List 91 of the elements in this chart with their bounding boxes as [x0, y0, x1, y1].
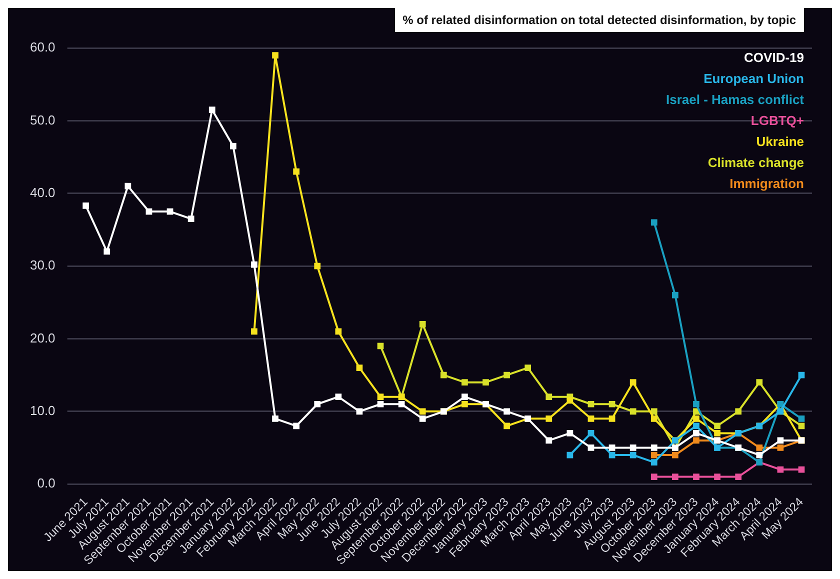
- point: [314, 262, 321, 270]
- y-tick-label: 40.0: [30, 184, 56, 200]
- point: [588, 400, 594, 408]
- point: [272, 415, 278, 422]
- point: [504, 422, 510, 430]
- point: [714, 474, 720, 480]
- point: [693, 422, 700, 430]
- point: [251, 261, 258, 268]
- point: [335, 328, 342, 335]
- point: [314, 400, 321, 408]
- point: [608, 400, 616, 408]
- point: [293, 168, 300, 175]
- point: [777, 466, 784, 473]
- point: [650, 444, 658, 451]
- point: [777, 437, 784, 444]
- point: [693, 415, 700, 422]
- point: [650, 415, 658, 422]
- point: [756, 452, 763, 458]
- point: [650, 459, 658, 466]
- point: [356, 408, 363, 415]
- point: [608, 415, 616, 422]
- text: Ukraine: [755, 134, 804, 149]
- point: [356, 364, 363, 371]
- point: [462, 394, 468, 400]
- point: [672, 474, 678, 480]
- point: [714, 422, 720, 430]
- point: [714, 430, 720, 436]
- point: [672, 292, 678, 298]
- point: [630, 408, 636, 415]
- point: [650, 474, 658, 480]
- point: [419, 415, 426, 422]
- y-tick-label: 30.0: [30, 258, 56, 273]
- point: [588, 415, 594, 422]
- text: Israel - Hamas conflict: [666, 92, 804, 107]
- point: [546, 415, 552, 422]
- point: [693, 400, 700, 408]
- text: COVID-19: [743, 50, 804, 65]
- point: [588, 430, 594, 436]
- chart-title: % of related disinformation on total detected disinformation, by topic: [394, 8, 804, 32]
- point: [293, 422, 300, 430]
- point: [650, 219, 658, 226]
- point: [104, 248, 110, 255]
- y-tick-label: 0.0: [37, 476, 56, 491]
- point: [546, 437, 552, 444]
- text: LGBTQ+: [750, 113, 804, 128]
- point: [524, 364, 532, 371]
- point: [630, 379, 636, 386]
- point: [798, 415, 805, 422]
- point: [546, 394, 552, 400]
- text: Immigration: [728, 176, 804, 191]
- point: [504, 372, 510, 378]
- point: [693, 437, 700, 444]
- point: [462, 400, 468, 408]
- point: [566, 430, 574, 436]
- point: [335, 394, 342, 400]
- point: [735, 408, 742, 415]
- point: [377, 400, 384, 408]
- text: European Union: [702, 71, 804, 86]
- point: [693, 430, 700, 436]
- point: [188, 216, 194, 222]
- y-tick-label: 50.0: [30, 112, 56, 128]
- point: [608, 444, 616, 451]
- point: [482, 379, 489, 386]
- point: [735, 474, 742, 480]
- y-tick-label: 20.0: [30, 330, 56, 346]
- point: [650, 408, 658, 415]
- point: [650, 452, 658, 458]
- point: [756, 444, 763, 451]
- point: [440, 372, 447, 378]
- point: [777, 444, 784, 451]
- point: [693, 474, 700, 480]
- point: [419, 321, 426, 328]
- point: [377, 394, 384, 400]
- point: [588, 444, 594, 451]
- point: [504, 408, 510, 415]
- point: [419, 408, 426, 415]
- point: [630, 444, 636, 451]
- point: [251, 328, 258, 335]
- point: [462, 379, 468, 386]
- y-tick-label: 60.0: [30, 40, 56, 55]
- point: [672, 452, 678, 458]
- point: [230, 142, 236, 150]
- point: [82, 202, 90, 209]
- point: [630, 452, 636, 458]
- point: [208, 106, 216, 113]
- point: [398, 400, 405, 408]
- text: Climate change: [706, 155, 804, 170]
- y-tick-label: 10.0: [30, 402, 56, 418]
- point: [124, 182, 132, 190]
- point: [756, 379, 763, 386]
- point: [272, 52, 278, 58]
